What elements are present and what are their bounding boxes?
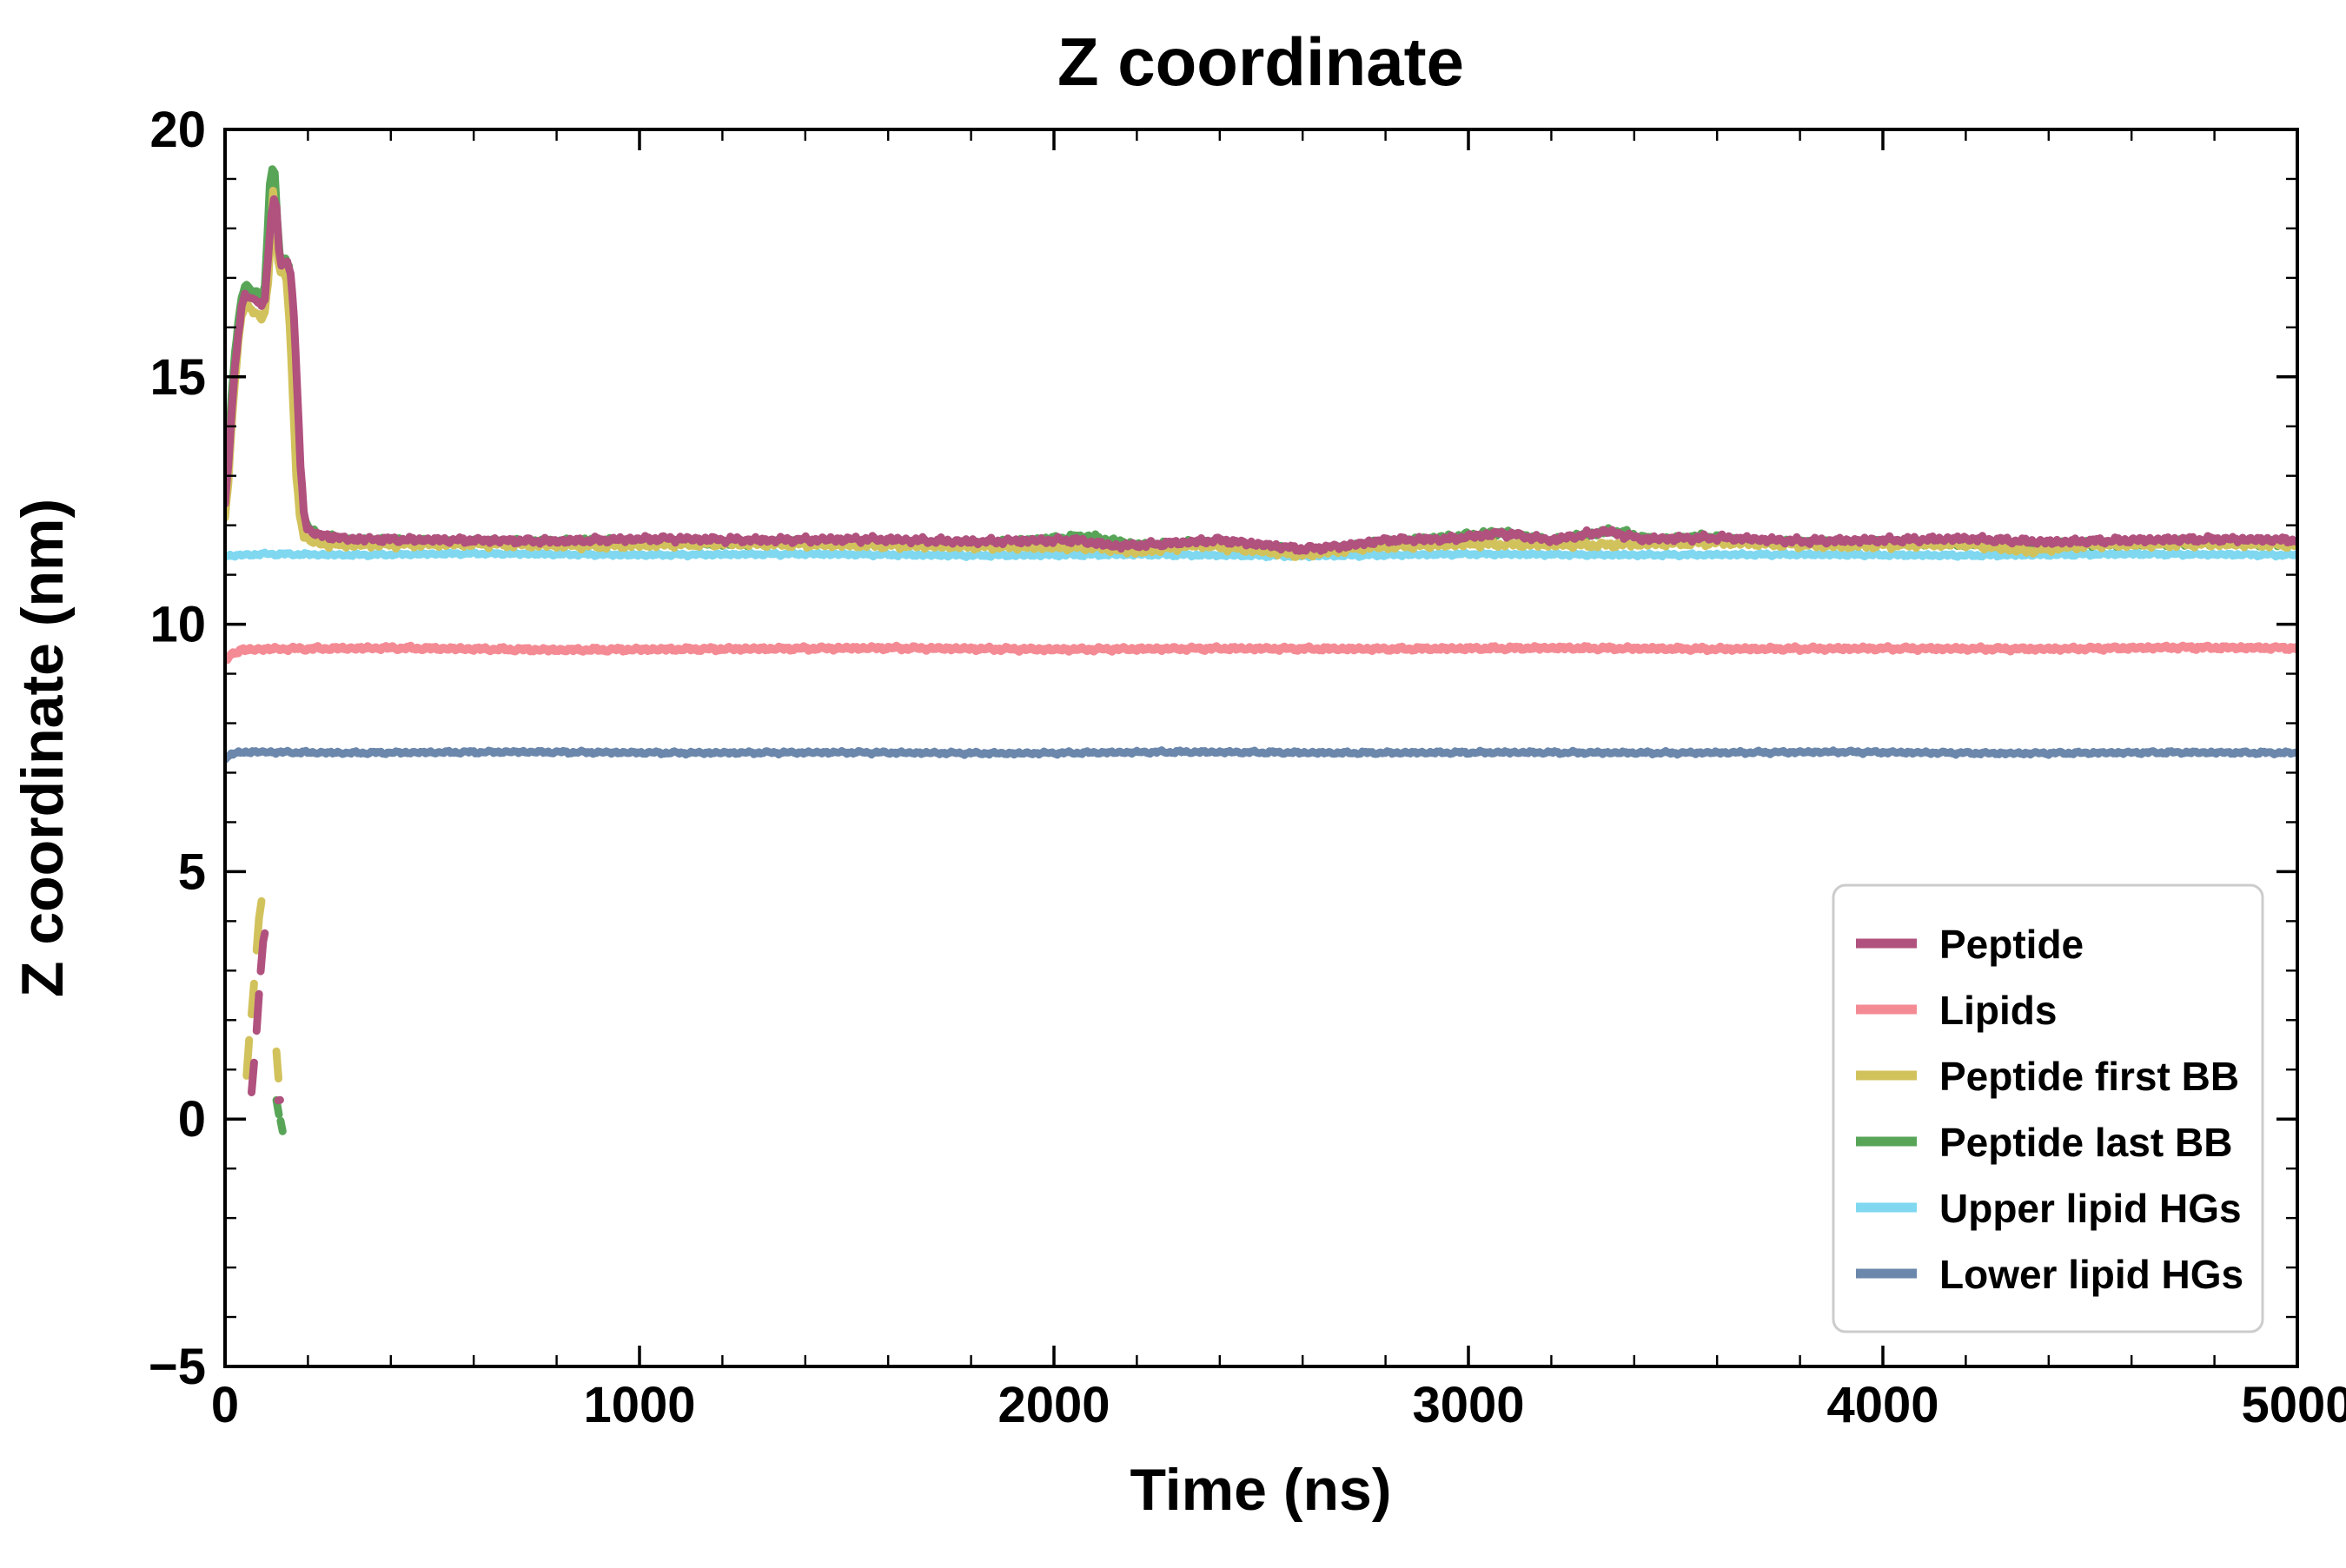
y-tick-label: 15 <box>149 349 206 406</box>
y-tick-label: 5 <box>178 844 206 900</box>
legend-label: Lipids <box>1939 988 2057 1033</box>
legend-label: Peptide last BB <box>1939 1120 2232 1165</box>
x-axis-label: Time (ns) <box>1130 1457 1391 1523</box>
y-tick-label: 0 <box>178 1091 206 1148</box>
series-line-lipids <box>225 646 2297 660</box>
x-tick-label: 1000 <box>583 1377 695 1433</box>
y-tick-label: 20 <box>149 102 206 158</box>
series-line-peptide-last-bb <box>225 169 2297 555</box>
series-line-peptide-first-bb <box>252 983 255 1015</box>
x-tick-label: 0 <box>211 1377 239 1433</box>
legend: Peptide Lipids Peptide first BB Peptide las… <box>1833 885 2263 1332</box>
series-line-lower-lipid-hgs <box>225 751 2297 760</box>
series-line-peptide-first-bb <box>247 1040 249 1075</box>
legend-label: Peptide <box>1939 922 2084 967</box>
y-tick-label: 10 <box>149 597 206 653</box>
series-line-peptide-first-bb <box>276 1051 278 1078</box>
series-line-peptide <box>225 199 2297 551</box>
series-line-peptide-first-bb <box>225 191 2297 558</box>
legend-label: Peptide first BB <box>1939 1054 2239 1099</box>
legend-label: Lower lipid HGs <box>1939 1252 2243 1297</box>
x-tick-label: 5000 <box>2241 1377 2346 1433</box>
series-line-peptide <box>256 994 259 1031</box>
x-tick-label: 2000 <box>997 1377 1110 1433</box>
chart-title: Z coordinate <box>1057 23 1464 100</box>
y-axis-label: Z coordinate (nm) <box>10 499 76 997</box>
y-tick-label: −5 <box>149 1339 206 1395</box>
x-tick-label: 4000 <box>1826 1377 1938 1433</box>
series-line-peptide <box>252 1062 255 1092</box>
x-tick-label: 3000 <box>1412 1377 1524 1433</box>
series-line-peptide <box>261 933 265 971</box>
legend-label: Upper lipid HGs <box>1939 1186 2242 1231</box>
series-line-peptide-last-bb <box>281 1121 282 1131</box>
